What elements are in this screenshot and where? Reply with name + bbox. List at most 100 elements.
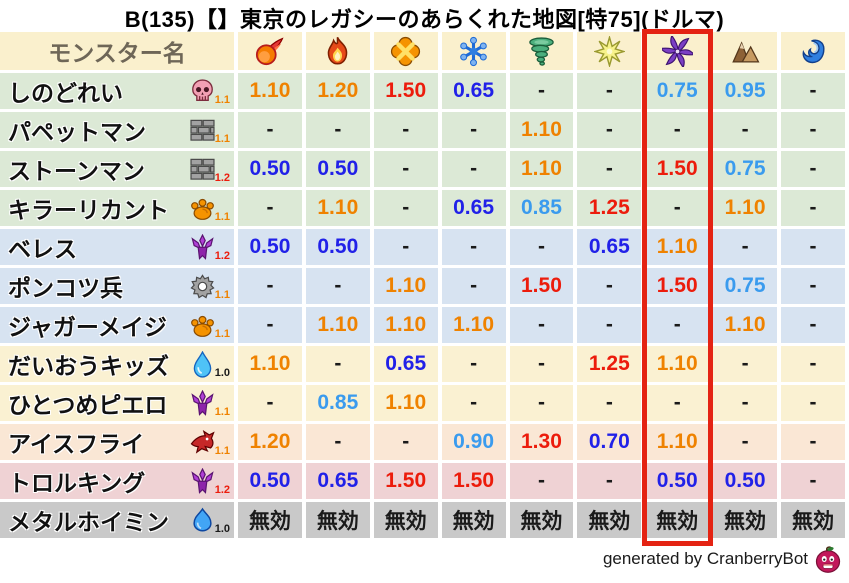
multiplier-cell: - — [305, 268, 374, 307]
multiplier-cell: 無効 — [713, 502, 781, 541]
table-row: だいおうキッズ 1.0 1.10-0.65- -1.25 1.10- - — [0, 346, 849, 385]
multiplier-cell: 1.20 — [238, 424, 306, 463]
multiplier-cell: 1.10 — [238, 346, 306, 385]
multiplier-cell: 0.85 — [305, 385, 374, 424]
element-column-header-mera — [238, 32, 306, 73]
multiplier-cell: 1.10 — [441, 307, 510, 346]
multiplier-cell: 1.10 — [645, 424, 714, 463]
multiplier-cell: - — [577, 151, 646, 190]
rate-badge: 1.1 — [214, 132, 230, 145]
multiplier-cell: - — [509, 73, 578, 112]
monster-name-cell: トロルキング 1.2 — [0, 463, 238, 502]
demon-icon — [189, 389, 216, 417]
element-column-header-dolma — [645, 32, 714, 73]
multiplier-cell: - — [781, 307, 849, 346]
monster-name-cell: パペットマン 1.1 — [0, 112, 238, 151]
multiplier-cell: 1.50 — [645, 151, 714, 190]
table-header: モンスター名 — [0, 32, 849, 73]
monster-name: メタルホイミン — [8, 509, 169, 535]
multiplier-cell: 0.65 — [441, 73, 510, 112]
rate-badge: 1.1 — [214, 288, 230, 301]
monster-name: ひとつめピエロ — [8, 392, 168, 418]
multiplier-cell: - — [305, 424, 374, 463]
monster-name-cell: メタルホイミン 1.0 — [0, 502, 238, 541]
multiplier-cell: 1.25 — [577, 346, 646, 385]
monster-name: アイスフライ — [8, 431, 145, 457]
flame-icon — [322, 36, 353, 65]
cranberry-bot-icon — [813, 544, 843, 574]
multiplier-cell: - — [713, 112, 781, 151]
monster-name-cell: ジャガーメイジ 1.1 — [0, 307, 238, 346]
monster-name: ジャガーメイジ — [8, 314, 167, 340]
paw-icon — [189, 195, 216, 222]
multiplier-cell: 0.50 — [238, 463, 306, 502]
rate-badge: 1.1 — [214, 93, 230, 106]
multiplier-cell: - — [713, 385, 781, 424]
multiplier-cell: 1.10 — [645, 346, 714, 385]
multiplier-cell: 0.50 — [305, 151, 374, 190]
multiplier-cell: - — [781, 346, 849, 385]
multiplier-cell: - — [577, 385, 646, 424]
rate-badge: 1.0 — [214, 522, 230, 535]
multiplier-cell: - — [305, 346, 374, 385]
monster-name: だいおうキッズ — [8, 353, 169, 379]
multiplier-cell: 0.50 — [238, 151, 306, 190]
multiplier-cell: - — [441, 385, 510, 424]
multiplier-cell: 無効 — [645, 502, 714, 541]
multiplier-cell: - — [305, 112, 374, 151]
multiplier-cell: - — [781, 73, 849, 112]
rate-badge: 1.0 — [214, 366, 230, 379]
multiplier-cell: - — [441, 151, 510, 190]
multiplier-cell: - — [509, 385, 578, 424]
multiplier-cell: 無効 — [509, 502, 578, 541]
rate-badge: 1.1 — [214, 444, 230, 457]
monster-name-cell: ひとつめピエロ 1.1 — [0, 385, 238, 424]
multiplier-cell: - — [577, 73, 646, 112]
multiplier-cell: - — [441, 346, 510, 385]
footer-credit-text: generated by CranberryBot — [602, 549, 808, 568]
multiplier-cell: - — [645, 190, 714, 229]
multiplier-cell: 0.75 — [713, 268, 781, 307]
multiplier-cell: - — [509, 346, 578, 385]
multiplier-cell: - — [577, 463, 646, 502]
multiplier-cell: 0.50 — [238, 229, 306, 268]
table-row: ベレス 1.2 0.50 0.50- - -0.65 1.10- - — [0, 229, 849, 268]
monster-name: ベレス — [8, 236, 77, 262]
monster-name: ストーンマン — [8, 158, 145, 184]
multiplier-cell: 0.90 — [441, 424, 510, 463]
multiplier-cell: - — [645, 385, 714, 424]
explosion-icon — [390, 36, 421, 66]
demon-icon — [189, 233, 216, 261]
multiplier-cell: 1.25 — [577, 190, 646, 229]
rate-badge: 1.2 — [214, 483, 230, 496]
multiplier-cell: 1.10 — [373, 385, 442, 424]
multiplier-cell: 0.65 — [305, 463, 374, 502]
multiplier-cell: 1.50 — [509, 268, 578, 307]
element-column-header-bagi — [509, 32, 578, 73]
multiplier-cell: 1.10 — [509, 112, 578, 151]
multiplier-cell: - — [441, 268, 510, 307]
multiplier-cell: - — [781, 385, 849, 424]
multiplier-cell: - — [238, 385, 306, 424]
multiplier-cell: 無効 — [441, 502, 510, 541]
multiplier-cell: - — [577, 112, 646, 151]
multiplier-cell: - — [577, 307, 646, 346]
monster-name-cell: だいおうキッズ 1.0 — [0, 346, 238, 385]
multiplier-cell: 0.50 — [713, 463, 781, 502]
dark-pinwheel-icon — [661, 35, 693, 67]
rate-badge: 1.2 — [214, 171, 230, 184]
multiplier-cell: - — [373, 151, 442, 190]
demon-icon — [189, 467, 216, 495]
monster-name-cell: ベレス 1.2 — [0, 229, 238, 268]
multiplier-cell: 無効 — [238, 502, 306, 541]
multiplier-cell: 1.10 — [238, 73, 306, 112]
ice-icon — [458, 36, 489, 66]
spark-icon — [593, 35, 625, 67]
paw-icon — [189, 312, 216, 339]
tornado-icon — [526, 36, 557, 66]
multiplier-cell: 1.50 — [373, 463, 442, 502]
skull-icon — [189, 78, 216, 105]
multiplier-cell: - — [645, 112, 714, 151]
rate-badge: 1.1 — [214, 327, 230, 340]
element-column-header-wave — [781, 32, 849, 73]
